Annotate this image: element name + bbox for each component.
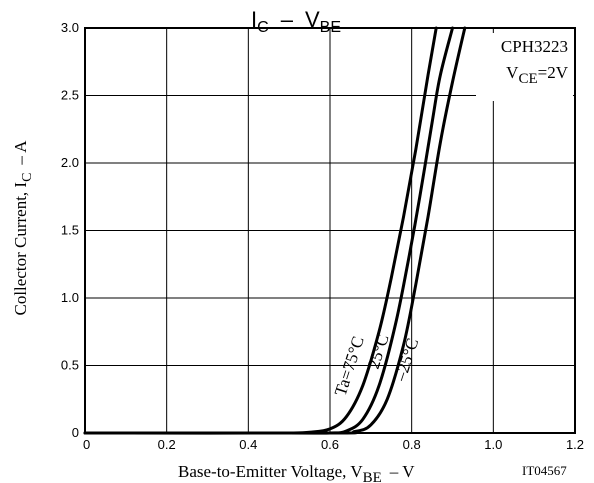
- plot-frame: [84, 27, 576, 434]
- x-tick-label: 0.2: [158, 437, 176, 452]
- y-tick-label: 0.5: [61, 358, 79, 373]
- x-axis-label: Base-to-Emitter Voltage, VBE – V: [178, 462, 415, 483]
- x-tick-label: 0: [83, 437, 90, 452]
- xlabel-sub: BE: [363, 470, 382, 483]
- condition-sub: CE: [518, 71, 537, 87]
- x-axis-ticks: 0 0.2 0.4 0.6 0.8 1.0 1.2: [83, 437, 584, 452]
- figure-id: IT04567: [522, 463, 567, 478]
- x-tick-label: 0.6: [321, 437, 339, 452]
- y-axis-label: Collector Current, IC – A: [11, 140, 35, 316]
- y-tick-label: 3.0: [61, 20, 79, 35]
- x-tick-label: 0.4: [239, 437, 257, 452]
- device-label: CPH3223: [501, 37, 568, 56]
- ylabel-sub: C: [20, 173, 35, 182]
- x-tick-label: 1.2: [566, 437, 584, 452]
- chart-title: IC – VBE: [251, 7, 341, 36]
- y-tick-label: 2.5: [61, 88, 79, 103]
- title-main2: V: [305, 7, 320, 32]
- condition-label: VCE=2V: [506, 63, 569, 87]
- xlabel-unit: – V: [389, 462, 415, 481]
- curve-label-minus25c: –25°C: [390, 336, 422, 384]
- x-tick-label: 0.8: [403, 437, 421, 452]
- y-tick-label: 1.5: [61, 223, 79, 238]
- ylabel-main: Collector Current, I: [11, 182, 30, 316]
- title-main: I: [251, 7, 257, 32]
- ylabel-unit: – A: [11, 140, 30, 166]
- legend-bg: [476, 33, 573, 101]
- xlabel-main: Base-to-Emitter Voltage, V: [178, 462, 363, 481]
- y-tick-label: 1.0: [61, 290, 79, 305]
- condition-main: V: [506, 63, 519, 82]
- y-axis-ticks: 0 0.5 1.0 1.5 2.0 2.5 3.0: [61, 20, 79, 440]
- y-tick-label: 2.0: [61, 155, 79, 170]
- condition-val: =2V: [538, 63, 569, 82]
- y-tick-label: 0: [72, 425, 79, 440]
- x-tick-label: 1.0: [484, 437, 502, 452]
- title-dash: –: [281, 7, 294, 32]
